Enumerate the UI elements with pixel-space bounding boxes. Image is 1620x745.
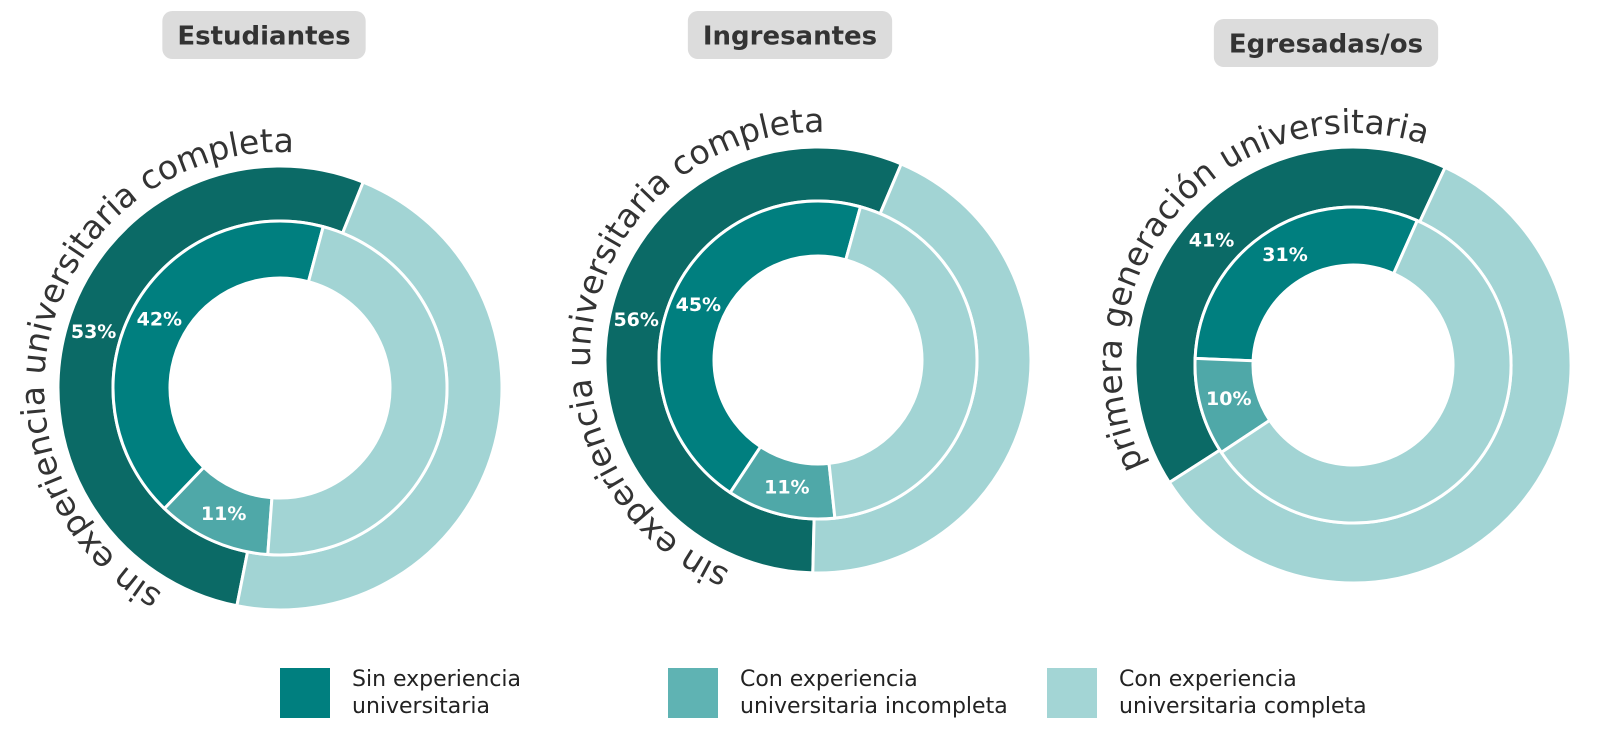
value-label: 42%	[137, 309, 182, 331]
legend-item: Con experiencia universitaria incompleta	[668, 666, 1008, 720]
chart-title: Ingresantes	[703, 22, 877, 52]
donut-segment	[1133, 145, 1448, 485]
donut-segment	[728, 444, 837, 521]
donut-segment	[111, 219, 326, 511]
legend-label: Con experiencia universitaria completa	[1119, 667, 1367, 719]
title-pill	[1213, 19, 1439, 67]
donut-segment	[1193, 205, 1420, 363]
donut-segment	[162, 465, 274, 557]
title-pill	[162, 11, 366, 59]
value-label: 11%	[764, 476, 809, 498]
value-label: 41%	[1189, 230, 1234, 252]
legend-item: Sin experiencia universitaria	[280, 666, 521, 720]
value-label: 45%	[676, 294, 721, 316]
value-label: 31%	[1262, 244, 1307, 266]
legend-label: Con experiencia universitaria incompleta	[740, 667, 1008, 719]
chart-title: Egresadas/os	[1229, 30, 1423, 60]
donut-segment	[1193, 356, 1272, 455]
legend-swatch	[280, 668, 330, 718]
title-pill	[687, 11, 893, 59]
value-label: 56%	[613, 309, 658, 331]
donut-segment	[1219, 218, 1513, 525]
value-label: 10%	[1206, 388, 1251, 410]
legend-swatch	[1047, 668, 1097, 718]
value-label: 53%	[71, 321, 116, 343]
legend-label: Sin experiencia universitaria	[352, 667, 522, 719]
donut-segment	[266, 224, 449, 557]
chart-title: Estudiantes	[177, 22, 350, 52]
value-label: 11%	[201, 503, 246, 525]
donut-segment	[827, 204, 979, 520]
donut-segment	[657, 199, 863, 495]
legend-item: Con experiencia universitaria completa	[1047, 666, 1367, 720]
legend-swatch	[668, 668, 718, 718]
